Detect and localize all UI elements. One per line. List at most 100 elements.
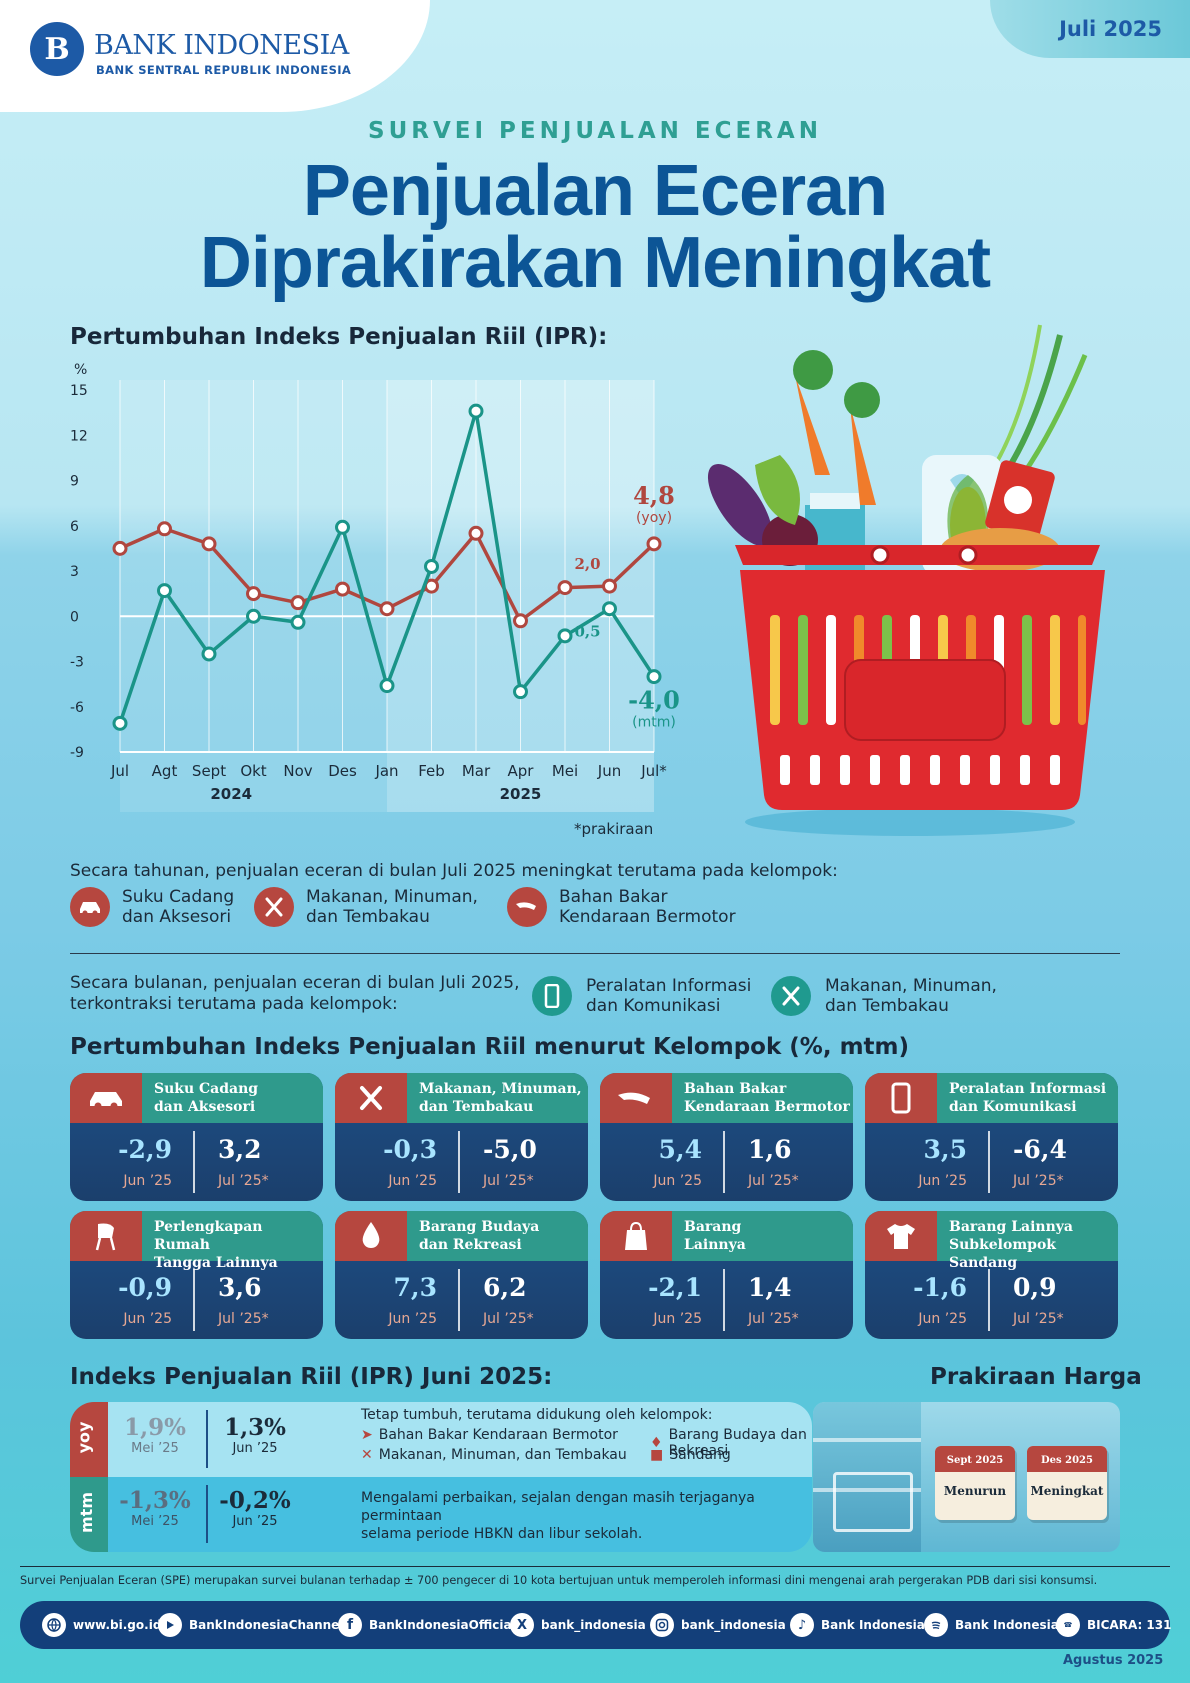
card-title-line1: Barang: [684, 1219, 742, 1235]
jun-value: 5,4: [658, 1135, 703, 1164]
data-point-yoy: [112, 540, 128, 556]
jun-label: Jun ’25: [123, 1311, 172, 1327]
yoy-row: 1,9% Mei ’25 1,3% Jun ’25 Tetap tumbuh, …: [108, 1402, 812, 1477]
cart-icon: [833, 1472, 913, 1532]
social-bar: www.bi.go.id BankIndonesiaChannel f BankI…: [20, 1601, 1171, 1649]
yearly-item-line1: Bahan Bakar: [559, 887, 668, 907]
data-point-mtm: [290, 614, 306, 630]
card-title-line2: Lainnya: [684, 1237, 746, 1253]
card-divider: [458, 1131, 460, 1193]
y-tick-label: 9: [70, 474, 79, 490]
yoy-cur-value: 1,3%: [224, 1414, 286, 1441]
x-tick-label: Jun: [597, 762, 621, 780]
utensils-icon: [771, 976, 811, 1016]
group-card: Bahan Bakar Kendaraan Bermotor 5,4 1,6 Jun ’…: [600, 1073, 853, 1201]
card-body: 5,4 1,6 Jun ’25 Jul ’25*: [600, 1123, 853, 1201]
social-link-bicara[interactable]: ☎ BICARA: 131: [1056, 1613, 1171, 1637]
x-tick-label: Des: [328, 762, 357, 780]
mtm-cur-value: -0,2%: [219, 1487, 291, 1514]
data-point-yoy: [379, 601, 395, 617]
card-body: 7,3 6,2 Jun ’25 Jul ’25*: [335, 1261, 588, 1339]
monthly-intro-line1: Secara bulanan, penjualan eceran di bula…: [70, 973, 520, 993]
card-header: Perlengkapan Rumah Tangga Lainnya: [70, 1211, 323, 1271]
data-label-yoy: 2,0: [574, 555, 600, 573]
data-point-mtm: [468, 403, 484, 419]
jun-label: Jun ’25: [918, 1311, 967, 1327]
jul-value: 1,6: [748, 1135, 792, 1164]
data-point-mtm: [424, 558, 439, 574]
social-link-web[interactable]: www.bi.go.id: [42, 1613, 161, 1637]
data-point-mtm: [602, 601, 617, 617]
monthly-item: Makanan, Minuman, dan Tembakau: [771, 976, 997, 1016]
data-point-mtm: [157, 583, 172, 599]
shopping-bag-icon: [600, 1211, 672, 1261]
jun-label: Jun ’25: [653, 1173, 702, 1189]
card-body: -0,3 -5,0 Jun ’25 Jul ’25*: [335, 1123, 588, 1201]
data-label-unit-mtm: (mtm): [632, 715, 676, 731]
groups-title: Pertumbuhan Indeks Penjualan Riil menuru…: [70, 1034, 910, 1060]
jun-label: Jun ’25: [123, 1173, 172, 1189]
chart-title: Pertumbuhan Indeks Penjualan Riil (IPR):: [70, 324, 608, 350]
forecast-period: Sept 2025: [935, 1446, 1015, 1472]
jun-label: Jun ’25: [388, 1311, 437, 1327]
y-tick-label: 3: [70, 564, 79, 580]
data-label-mtm: -4,0: [628, 686, 680, 715]
mtm-cur: -0,2% Jun ’25: [212, 1487, 298, 1529]
logo-subtitle: BANK SENTRAL REPUBLIK INDONESIA: [96, 63, 352, 77]
card-body: -2,9 3,2 Jun ’25 Jul ’25*: [70, 1123, 323, 1201]
card-header: Barang Budaya dan Rekreasi: [335, 1211, 588, 1261]
data-point-mtm: [246, 608, 261, 624]
phone-icon: [865, 1073, 937, 1123]
social-link-tiktok[interactable]: ♪ Bank Indonesia: [790, 1613, 925, 1637]
card-title: Makanan, Minuman, dan Tembakau: [419, 1080, 582, 1116]
period-tab: [990, 0, 1190, 58]
forecast-period: Des 2025: [1027, 1446, 1107, 1472]
social-link-instagram[interactable]: bank_indonesia: [650, 1613, 786, 1637]
jul-value: 3,2: [218, 1135, 262, 1164]
forecast-status: Meningkat: [1030, 1484, 1104, 1498]
x-tick-label: Jul*: [640, 762, 667, 780]
bicara-icon: ☎: [1056, 1613, 1080, 1637]
yoy-prev-value: 1,9%: [124, 1414, 186, 1441]
jul-value: 3,6: [218, 1273, 262, 1302]
driver-label: Sandang: [669, 1447, 731, 1463]
social-link-spotify[interactable]: Bank Indonesia: [924, 1613, 1059, 1637]
ipr-june-title: Indeks Penjualan Riil (IPR) Juni 2025:: [70, 1364, 553, 1390]
card-body: 3,5 -6,4 Jun ’25 Jul ’25*: [865, 1123, 1118, 1201]
x-icon: X: [510, 1613, 534, 1637]
facebook-icon: f: [338, 1613, 362, 1637]
page-title-line1: Penjualan Eceran: [302, 151, 888, 231]
data-point-mtm: [335, 519, 350, 535]
card-title: Barang Lainnya: [684, 1218, 746, 1254]
jul-label: Jul ’25*: [483, 1173, 534, 1189]
data-point-mtm: [201, 646, 217, 662]
x-tick-label: Okt: [240, 762, 266, 780]
mtm-row: -1,3% Mei ’25 -0,2% Jun ’25 Mengalami pe…: [108, 1477, 812, 1552]
y-tick-label: -6: [70, 700, 84, 716]
y-axis-unit: %: [74, 362, 87, 378]
driver-item: ■ Sandang: [650, 1447, 731, 1463]
section-divider: [70, 953, 1120, 954]
car-icon: [70, 887, 110, 927]
card-title-line2: dan Tembakau: [419, 1099, 534, 1115]
jul-value: 0,9: [1013, 1273, 1057, 1302]
jul-value: -6,4: [1013, 1135, 1067, 1164]
jul-label: Jul ’25*: [748, 1173, 799, 1189]
price-forecast-panel: Sept 2025 Menurun Des 2025 Meningkat: [813, 1402, 1120, 1552]
x-tick-label: Nov: [283, 762, 312, 780]
card-body: -1,6 0,9 Jun ’25 Jul ’25*: [865, 1261, 1118, 1339]
social-link-youtube[interactable]: BankIndonesiaChannel: [158, 1613, 343, 1637]
mtm-prev: -1,3% Mei ’25: [108, 1487, 202, 1529]
yoy-prev-label: Mei ’25: [131, 1441, 179, 1456]
data-label-mtm: 0,5: [574, 623, 600, 641]
group-card: Suku Cadang dan Aksesori -2,9 3,2 Jun ’25 Jul…: [70, 1073, 323, 1201]
card-title-line2: Subkelompok Sandang: [949, 1237, 1056, 1271]
bank-indonesia-logo[interactable]: B: [30, 22, 84, 76]
social-link-facebook[interactable]: f BankIndonesiaOfficial: [338, 1613, 516, 1637]
yearly-item-line1: Makanan, Minuman,: [306, 887, 478, 907]
yoy-prev: 1,9% Mei ’25: [108, 1414, 202, 1456]
y-tick-label: 0: [70, 609, 79, 625]
social-label: Bank Indonesia: [955, 1618, 1059, 1632]
page-title-line2: Diprakirakan Meningkat: [199, 223, 991, 303]
